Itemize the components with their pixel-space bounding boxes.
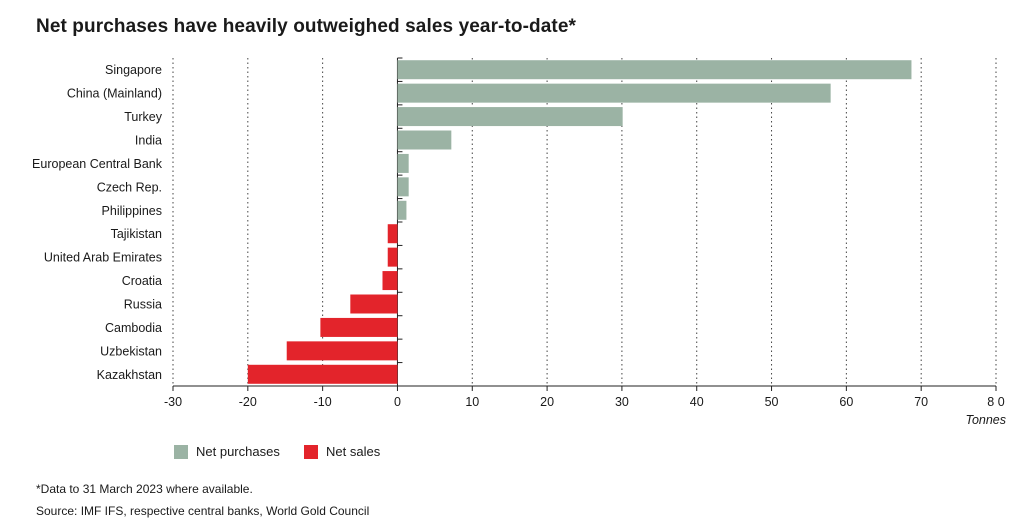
- bar-china-mainland-: [397, 83, 831, 103]
- legend-swatch-net-purchases: [174, 444, 188, 459]
- legend-label-net-purchases: Net purchases: [196, 444, 280, 459]
- legend-item-net-purchases: Net purchases: [174, 444, 280, 459]
- x-tick-label-4: 10: [465, 395, 479, 409]
- legend-label-net-sales: Net sales: [326, 444, 381, 459]
- x-tick-label-1: -20: [239, 395, 257, 409]
- x-tick-label-5: 20: [540, 395, 554, 409]
- category-label: Croatia: [122, 274, 162, 288]
- category-label: China (Mainland): [67, 87, 162, 101]
- category-label: Tajikistan: [111, 227, 162, 241]
- x-axis-label: Tonnes: [965, 413, 1006, 427]
- bar-russia: [350, 294, 398, 314]
- x-tick-label-0: -30: [164, 395, 182, 409]
- bar-tajikistan: [387, 224, 398, 244]
- bar-kazakhstan: [247, 364, 398, 384]
- bar-singapore: [397, 60, 912, 80]
- chart-title: Net purchases have heavily outweighed sa…: [36, 16, 577, 37]
- bar-united-arab-emirates: [387, 247, 398, 267]
- bar-chart: -30 -20 -10 0 10 20 30 40 50 60 70 8 0 Tonnes Singapo…: [32, 57, 1006, 427]
- x-tick-label-8: 50: [765, 395, 779, 409]
- footnote: *Data to 31 March 2023 where available.: [36, 482, 253, 496]
- x-tick-label-7: 40: [690, 395, 704, 409]
- bar-turkey: [397, 107, 623, 127]
- source-note: Source: IMF IFS, respective central bank…: [36, 504, 370, 518]
- category-label: Czech Rep.: [97, 180, 162, 194]
- x-tick-label-3: 0: [394, 395, 401, 409]
- category-label: United Arab Emirates: [44, 251, 162, 265]
- category-label: India: [135, 134, 162, 148]
- bar-india: [397, 130, 452, 150]
- bar-croatia: [382, 271, 398, 291]
- bar-czech-rep-: [397, 177, 409, 197]
- x-tick-label-10: 70: [914, 395, 928, 409]
- x-tick-label-11: 8 0: [987, 395, 1004, 409]
- category-label: Cambodia: [105, 321, 162, 335]
- bar-philippines: [397, 200, 407, 220]
- x-tick-label-2: -10: [314, 395, 332, 409]
- bar-uzbekistan: [286, 341, 398, 361]
- category-label: Turkey: [124, 110, 162, 124]
- category-label: Russia: [124, 298, 162, 312]
- x-tick-label-6: 30: [615, 395, 629, 409]
- category-label: Kazakhstan: [97, 368, 162, 382]
- bar-european-central-bank: [397, 153, 409, 173]
- category-label: Singapore: [105, 63, 162, 77]
- category-label: European Central Bank: [32, 157, 163, 171]
- x-tick-label-9: 60: [839, 395, 853, 409]
- legend-swatch-net-sales: [304, 444, 318, 459]
- bar-cambodia: [320, 317, 398, 337]
- category-label: Uzbekistan: [100, 344, 162, 358]
- category-label: Philippines: [102, 204, 162, 218]
- legend-item-net-sales: Net sales: [304, 444, 380, 459]
